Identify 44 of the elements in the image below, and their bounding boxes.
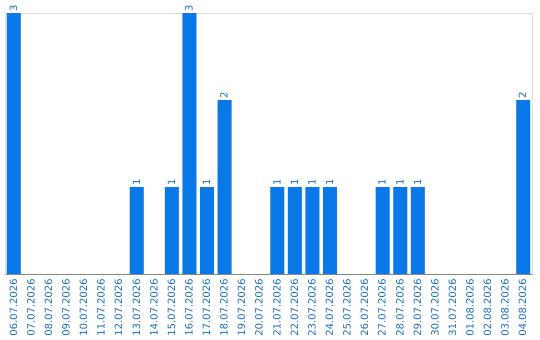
x-tick-label: 23.07.2026 xyxy=(307,278,318,336)
x-tick-label: 30.07.2026 xyxy=(430,278,442,336)
x-tick-label: 08.07.2026 xyxy=(44,278,55,336)
x-tick-label: 18.07.2026 xyxy=(220,278,231,336)
x-tick-label: 12.07.2026 xyxy=(114,278,126,336)
x-tick-label: 11.07.2026 xyxy=(96,278,108,336)
x-tick-label: 24.07.2026 xyxy=(324,278,336,336)
x-tick-label: 01.08.2026 xyxy=(466,278,477,336)
data-label: 1 xyxy=(395,178,406,185)
data-label: 1 xyxy=(412,178,424,185)
data-label: 3 xyxy=(184,4,196,11)
data-label: 1 xyxy=(272,178,284,185)
x-tick-label: 21.07.2026 xyxy=(272,278,284,336)
x-tick-label: 06.07.2026 xyxy=(8,278,20,336)
x-tick-label: 04.08.2026 xyxy=(518,278,530,336)
data-label: 1 xyxy=(166,178,178,185)
x-tick-label: 17.07.2026 xyxy=(202,278,214,336)
x-tick-label: 31.07.2026 xyxy=(448,278,459,336)
data-label: 3 xyxy=(8,4,20,11)
x-tick-label: 15.07.2026 xyxy=(166,278,178,336)
x-tick-label: 29.07.2026 xyxy=(412,278,424,336)
data-label: 1 xyxy=(132,178,143,185)
x-tick-label: 28.07.2026 xyxy=(395,278,406,336)
data-label: 1 xyxy=(290,178,301,185)
data-label: 1 xyxy=(307,178,318,185)
x-tick-label: 27.07.2026 xyxy=(378,278,389,336)
x-tick-label: 13.07.2026 xyxy=(132,278,143,336)
x-tick-label: 14.07.2026 xyxy=(149,278,160,336)
data-label: 1 xyxy=(324,178,336,185)
data-label: 2 xyxy=(518,92,530,98)
x-tick-label: 07.07.2026 xyxy=(26,278,38,336)
x-tick-label: 19.07.2026 xyxy=(237,278,248,336)
x-tick-label: 22.07.2026 xyxy=(290,278,301,336)
data-label: 1 xyxy=(202,178,214,185)
x-tick-label: 25.07.2026 xyxy=(342,278,354,336)
x-tick-label: 16.07.2026 xyxy=(184,278,196,336)
data-label: 2 xyxy=(220,92,231,98)
x-tick-label: 10.07.2026 xyxy=(79,278,90,336)
x-tick-label: 02.08.2026 xyxy=(483,278,494,336)
x-tick-label: 26.07.2026 xyxy=(360,278,372,336)
x-tick-label: 09.07.2026 xyxy=(61,278,72,336)
x-tick-label: 20.07.2026 xyxy=(254,278,266,336)
data-label: 1 xyxy=(378,178,389,185)
x-tick-label: 03.08.2026 xyxy=(500,278,512,336)
